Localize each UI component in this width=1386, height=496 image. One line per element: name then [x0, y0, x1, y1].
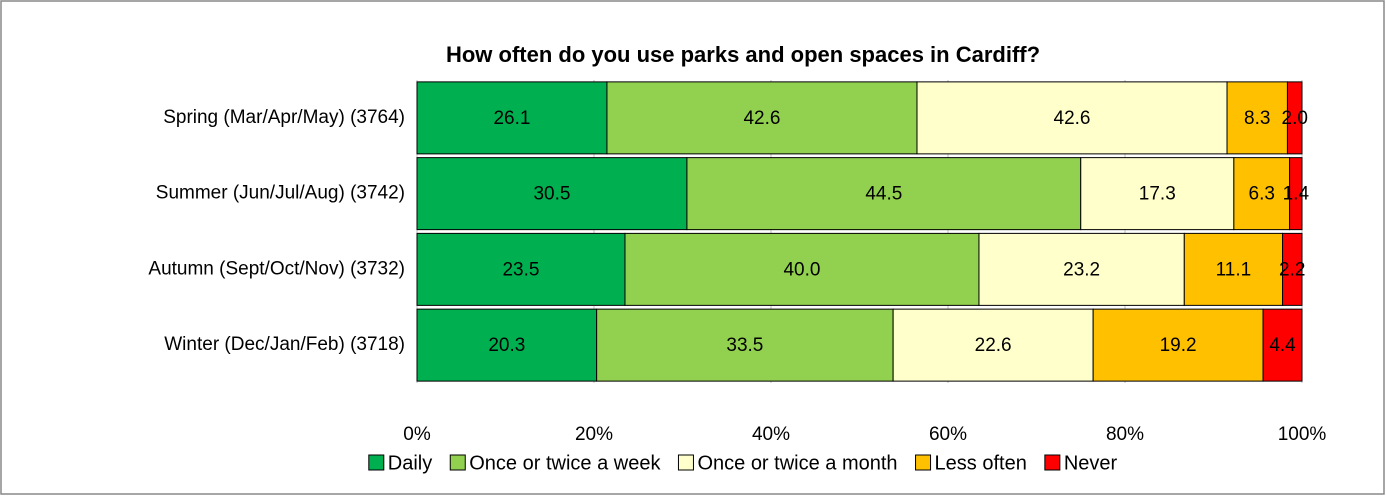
x-tick-label: 60% [929, 424, 967, 445]
data-label: 23.2 [1063, 259, 1100, 280]
data-label: 19.2 [1160, 335, 1197, 356]
bar-segment [606, 81, 918, 155]
y-tick-label: Winter (Dec/Jan/Feb) (3718) [164, 334, 405, 355]
bar-segment [916, 81, 1228, 155]
legend-swatch [368, 454, 385, 471]
legend-label: Less often [935, 452, 1027, 474]
data-label: 42.6 [743, 108, 780, 129]
data-label: 6.3 [1249, 184, 1275, 205]
x-tick-label: 0% [403, 424, 431, 445]
bar-segment [1183, 232, 1284, 306]
data-label: 33.5 [726, 335, 763, 356]
legend-label: Once or twice a month [697, 452, 897, 474]
data-label: 11.1 [1216, 259, 1252, 280]
data-label: 20.3 [488, 335, 525, 356]
legend-swatch [449, 454, 466, 471]
bar-segment [416, 157, 688, 231]
data-label: 42.6 [1054, 108, 1091, 129]
bar-segment [596, 308, 894, 382]
data-label: 17.3 [1139, 184, 1176, 205]
data-label: 30.5 [533, 184, 570, 205]
data-label: 2.2 [1279, 259, 1305, 280]
data-label: 23.5 [502, 259, 539, 280]
x-tick-label: 20% [575, 424, 613, 445]
data-label: 40.0 [783, 259, 820, 280]
x-tick-label: 100% [1278, 424, 1327, 445]
bar-segment [1262, 308, 1303, 382]
x-tick-label: 80% [1106, 424, 1144, 445]
legend-swatch [677, 454, 694, 471]
data-label: 44.5 [865, 184, 902, 205]
bar-segment [416, 232, 626, 306]
bar-segment [1282, 232, 1303, 306]
data-label: 1.4 [1283, 184, 1310, 205]
x-tick-label: 40% [752, 424, 790, 445]
bar-segment [1289, 157, 1303, 231]
legend-label: Never [1064, 452, 1118, 474]
bar-segment [1233, 157, 1291, 231]
legend-label: Once or twice a week [469, 452, 661, 474]
y-tick-label: Spring (Mar/Apr/May) (3764) [163, 107, 405, 128]
bar-segment [686, 157, 1082, 231]
bar-segment [978, 232, 1185, 306]
data-label: 26.1 [493, 108, 530, 129]
data-label: 2.0 [1282, 108, 1308, 129]
bar-segment [1226, 81, 1288, 155]
bar-segment [416, 308, 598, 382]
legend-swatch [915, 454, 932, 471]
y-tick-label: Summer (Jun/Jul/Aug) (3742) [156, 183, 405, 204]
bar-segment [624, 232, 980, 306]
bar-segment [1286, 81, 1303, 155]
legend-label: Daily [388, 452, 432, 474]
y-tick-label: Autumn (Sept/Oct/Nov) (3732) [148, 258, 405, 279]
bar-segment [1080, 157, 1235, 231]
chart-title: How often do you use parks and open spac… [446, 42, 1040, 67]
bar-segment [1092, 308, 1264, 382]
data-label: 8.3 [1244, 108, 1270, 129]
legend-swatch [1044, 454, 1061, 471]
data-label: 4.4 [1269, 335, 1296, 356]
data-label: 22.6 [975, 335, 1012, 356]
